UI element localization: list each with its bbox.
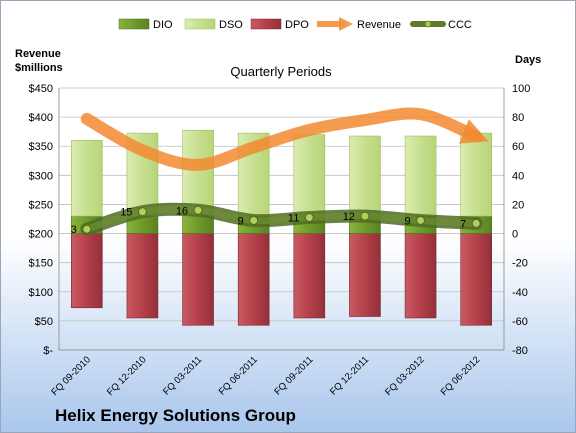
ccc-data-label: 9 [404,215,410,227]
ccc-line-highlight [83,205,480,233]
right-tick-label: 60 [512,141,524,153]
lines: 3 15 16 9 11 12 9 7 [71,107,489,236]
bar-dpo [71,233,103,309]
ccc-data-label: 11 [288,213,299,225]
ccc-data-label: 3 [71,224,77,236]
bar-dso [349,135,381,217]
x-tick-label: FQ 06-2011 [217,354,260,397]
legend-item-dpo: DPO [250,18,309,31]
ccc-data-label: 15 [120,207,132,219]
right-tick-label: -80 [512,345,528,357]
legend-marker-ccc [424,20,432,28]
bars [71,129,492,326]
ccc-point [193,205,203,215]
legend: DIO DSO DPO Revenue CCC [118,17,472,31]
legend-swatch-dio [118,18,150,30]
ccc-point [304,213,314,223]
legend-swatch-dpo [250,18,282,30]
bar-dso [404,135,437,217]
legend-label-dso: DSO [219,19,243,31]
x-tick-label: FQ 09-2010 [49,354,93,398]
legend-item-dio: DIO [118,18,173,31]
bar-dpo [126,233,159,319]
left-tick-label: $450 [29,83,53,95]
legend-item-revenue: Revenue [317,17,401,31]
right-tick-label: 20 [512,199,524,211]
ccc-point [416,215,426,225]
bar-dpo [237,233,270,326]
ccc-point [137,207,147,217]
bar-dso [182,129,214,215]
legend-item-ccc: CCC [410,19,472,31]
legend-item-dso: DSO [184,18,243,31]
left-tick-label: $- [43,345,53,357]
left-tick-label: $100 [29,287,53,299]
ccc-data-label: 7 [460,218,466,230]
legend-label-ccc: CCC [448,19,472,31]
left-tick-label: $150 [29,258,53,270]
right-tick-label: 80 [512,112,524,124]
left-axis-title: Revenue $millions [15,48,64,74]
legend-swatch-dso [184,18,216,30]
ccc-point [360,211,370,221]
bar-dso [293,134,326,217]
x-tick-label: FQ 12-2011 [328,354,371,397]
right-tick-label: -60 [512,316,528,328]
legend-label-dio: DIO [153,19,173,31]
bar-dso [460,132,492,217]
x-tick-label: FQ 06-2012 [439,354,483,398]
bar-dpo [293,233,326,319]
right-tick-label: 40 [512,170,524,182]
x-tick-label: FQ 09-2011 [272,354,315,397]
left-tick-label: $200 [29,229,53,241]
bar-dpo [182,233,214,326]
x-tick-label: FQ 03-2011 [161,354,204,397]
bar-dpo [460,233,492,326]
left-tick-label: $300 [29,170,53,182]
ccc-point [82,224,92,234]
legend-arrow-revenue [339,17,353,31]
bar-dpo [404,233,437,319]
left-tick-label: $50 [35,316,53,328]
chart-title: Quarterly Periods [230,64,332,79]
ccc-data-label: 16 [176,205,188,217]
ccc-data-label: 12 [343,211,355,223]
bar-dpo [349,233,381,317]
left-tick-label: $250 [29,199,53,211]
left-tick-label: $350 [29,141,53,153]
right-axis-title: Days [515,54,541,66]
right-tick-label: -20 [512,258,528,270]
right-tick-label: -40 [512,287,528,299]
x-tick-label: FQ 03-2012 [383,354,427,398]
x-tick-label: FQ 12-2010 [105,354,149,398]
left-axis-title-line-2: $millions [15,62,63,74]
revenue-line [80,107,489,171]
company-name: Helix Energy Solutions Group [55,406,296,425]
legend-label-revenue: Revenue [357,19,401,31]
legend-label-dpo: DPO [285,19,309,31]
right-tick-label: 0 [512,229,518,241]
right-tick-label: 100 [512,83,530,95]
bar-dso [71,140,103,217]
left-axis-title-line-1: Revenue [15,48,61,60]
ccc-point [249,215,259,225]
left-tick-label: $400 [29,112,53,124]
ccc-point [471,218,481,228]
ccc-data-label: 9 [238,215,244,227]
